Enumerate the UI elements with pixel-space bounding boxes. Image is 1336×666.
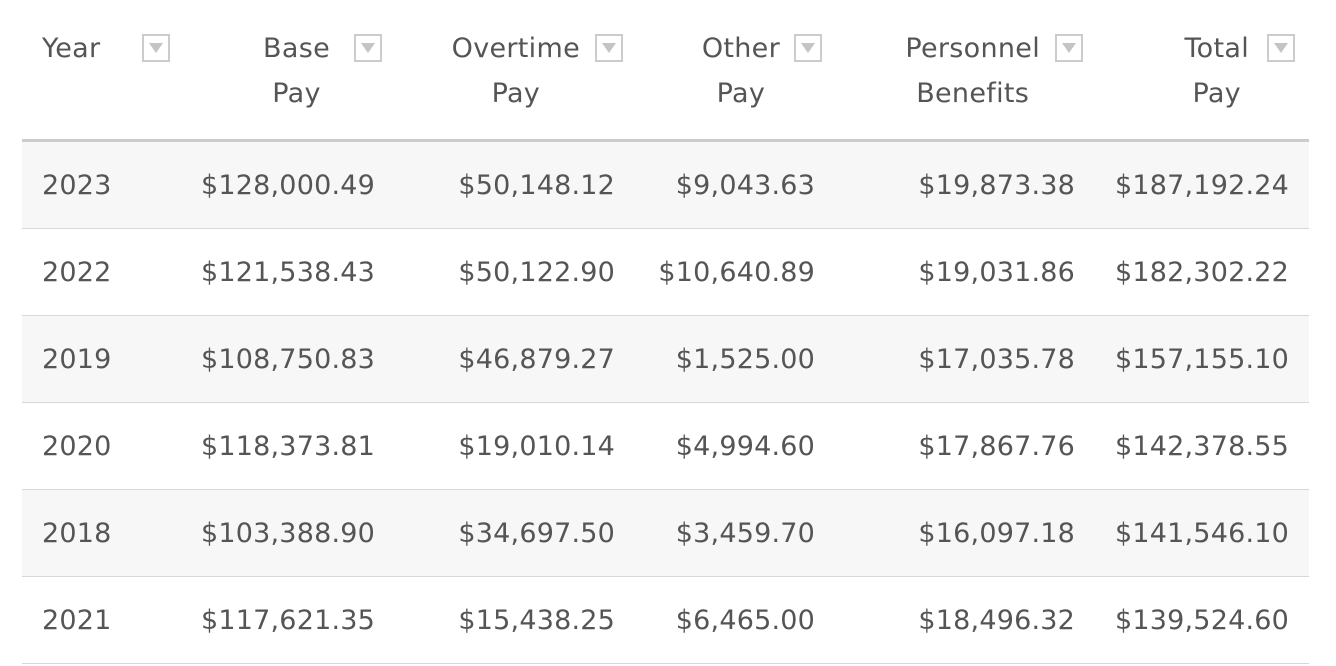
- year-cell: 2022: [22, 228, 182, 316]
- overtime-pay-cell: $50,148.12: [395, 140, 635, 229]
- column-header-overtime-pay[interactable]: Overtime Pay: [395, 0, 635, 142]
- personnel-benefits-cell: $19,031.86: [835, 228, 1095, 316]
- other-pay-cell: $6,465.00: [635, 576, 835, 664]
- overtime-pay-cell: $34,697.50: [395, 489, 635, 577]
- column-header-label: Base: [263, 33, 330, 64]
- column-header-label: Personnel: [905, 33, 1040, 64]
- base-pay-cell: $128,000.49: [182, 140, 395, 229]
- column-header-label: Pay: [716, 78, 766, 109]
- pay-table: Year Base Pay: [22, 0, 1309, 664]
- total-pay-cell: $182,302.22: [1095, 228, 1309, 316]
- table-row: 2022 $121,538.43 $50,122.90 $10,640.89 $19,0…: [22, 228, 1309, 316]
- personnel-benefits-cell: $18,496.32: [835, 576, 1095, 664]
- year-cell: 2020: [22, 402, 182, 490]
- column-header-year[interactable]: Year: [22, 0, 182, 142]
- overtime-pay-cell: $46,879.27: [395, 315, 635, 403]
- overtime-pay-cell: $50,122.90: [395, 228, 635, 316]
- column-header-label: Overtime: [451, 33, 580, 64]
- chevron-down-icon[interactable]: [794, 34, 822, 62]
- table-row: 2019 $108,750.83 $46,879.27 $1,525.00 $17,03…: [22, 315, 1309, 403]
- personnel-benefits-cell: $19,873.38: [835, 140, 1095, 229]
- overtime-pay-cell: $15,438.25: [395, 576, 635, 664]
- total-pay-cell: $187,192.24: [1095, 140, 1309, 229]
- column-header-base-pay[interactable]: Base Pay: [182, 0, 395, 142]
- total-pay-cell: $139,524.60: [1095, 576, 1309, 664]
- total-pay-cell: $141,546.10: [1095, 489, 1309, 577]
- total-pay-cell: $142,378.55: [1095, 402, 1309, 490]
- total-pay-cell: $157,155.10: [1095, 315, 1309, 403]
- personnel-benefits-cell: $16,097.18: [835, 489, 1095, 577]
- base-pay-cell: $108,750.83: [182, 315, 395, 403]
- year-cell: 2023: [22, 140, 182, 229]
- chevron-down-icon[interactable]: [595, 34, 623, 62]
- column-header-label: Pay: [491, 78, 541, 109]
- column-header-label: Total: [1184, 33, 1249, 64]
- column-header-personnel-benefits[interactable]: Personnel Benefits: [835, 0, 1095, 142]
- table-row: 2023 $128,000.49 $50,148.12 $9,043.63 $19,87…: [22, 140, 1309, 229]
- table-row: 2021 $117,621.35 $15,438.25 $6,465.00 $18,49…: [22, 576, 1309, 664]
- table-header-row: Year Base Pay: [22, 0, 1309, 142]
- column-header-total-pay[interactable]: Total Pay: [1095, 0, 1309, 142]
- column-header-label: Pay: [1192, 78, 1241, 109]
- year-cell: 2019: [22, 315, 182, 403]
- other-pay-cell: $9,043.63: [635, 140, 835, 229]
- pay-table-container: Year Base Pay: [22, 0, 1309, 664]
- year-cell: 2018: [22, 489, 182, 577]
- table-body: 2023 $128,000.49 $50,148.12 $9,043.63 $19,87…: [22, 140, 1309, 664]
- column-header-label: Year: [42, 33, 101, 64]
- chevron-down-icon[interactable]: [354, 34, 382, 62]
- year-cell: 2021: [22, 576, 182, 664]
- chevron-down-icon[interactable]: [142, 34, 170, 62]
- chevron-down-icon[interactable]: [1267, 34, 1295, 62]
- chevron-down-icon[interactable]: [1055, 34, 1083, 62]
- base-pay-cell: $103,388.90: [182, 489, 395, 577]
- base-pay-cell: $121,538.43: [182, 228, 395, 316]
- other-pay-cell: $1,525.00: [635, 315, 835, 403]
- column-header-other-pay[interactable]: Other Pay: [635, 0, 835, 142]
- table-row: 2020 $118,373.81 $19,010.14 $4,994.60 $17,86…: [22, 402, 1309, 490]
- overtime-pay-cell: $19,010.14: [395, 402, 635, 490]
- base-pay-cell: $118,373.81: [182, 402, 395, 490]
- other-pay-cell: $10,640.89: [635, 228, 835, 316]
- column-header-label: Pay: [272, 78, 321, 109]
- table-row: 2018 $103,388.90 $34,697.50 $3,459.70 $16,09…: [22, 489, 1309, 577]
- base-pay-cell: $117,621.35: [182, 576, 395, 664]
- other-pay-cell: $3,459.70: [635, 489, 835, 577]
- personnel-benefits-cell: $17,035.78: [835, 315, 1095, 403]
- column-header-label: Benefits: [916, 78, 1030, 109]
- other-pay-cell: $4,994.60: [635, 402, 835, 490]
- column-header-label: Other: [701, 33, 780, 64]
- personnel-benefits-cell: $17,867.76: [835, 402, 1095, 490]
